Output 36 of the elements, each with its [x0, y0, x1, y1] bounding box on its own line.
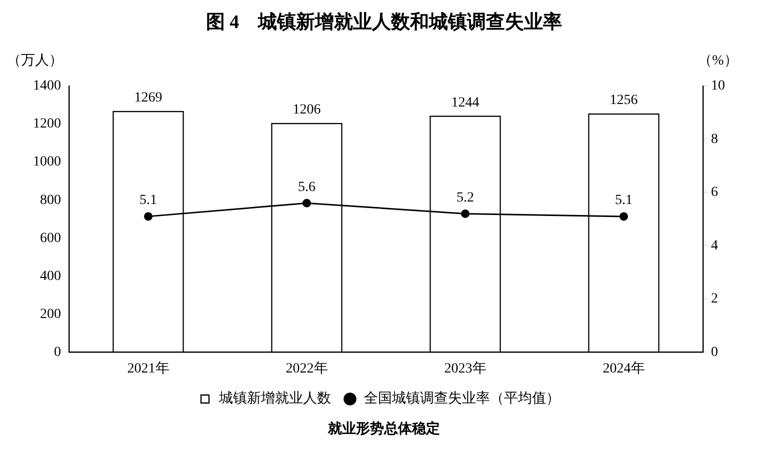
data-label: 5.1: [140, 193, 157, 208]
y2-tick-label: 10: [711, 78, 725, 94]
legend-label: 全国城镇调查失业率（平均值）: [364, 390, 560, 407]
chart-title: 图 4 城镇新增就业人数和城镇调查失业率: [204, 10, 564, 35]
data-label: 1206: [292, 102, 321, 118]
data-label: 1256: [610, 93, 638, 108]
y-tick-label: 800: [40, 192, 61, 208]
y2-tick-label: 8: [711, 132, 718, 147]
y-tick-label: 1200: [33, 116, 61, 132]
x-tick-label: 2023年: [444, 360, 486, 376]
y2-tick-label: 6: [711, 185, 718, 200]
x-tick-label: 2022年: [286, 360, 328, 376]
point: [302, 198, 311, 208]
y-tick-label: 0: [54, 344, 61, 360]
data-label: 5.6: [298, 180, 316, 195]
legend-label: 城镇新增就业人数: [218, 390, 331, 407]
y-tick-label: 200: [40, 306, 61, 322]
y-tick-label: 400: [40, 268, 61, 284]
x-tick-label: 2021年: [127, 360, 170, 376]
data-label: 5.1: [615, 193, 632, 208]
y2-tick-label: 4: [711, 238, 718, 254]
y2-tick-label: 2: [711, 292, 718, 307]
data-label: 1244: [451, 95, 480, 110]
point: [461, 210, 470, 218]
x-tick-label: 2024年: [602, 360, 645, 376]
text: 就业形势总体稳定: [326, 420, 441, 438]
y-axis-title: （万人）: [7, 52, 63, 69]
y-tick-label: 1400: [33, 78, 61, 94]
point: [144, 212, 152, 221]
data-label: 5.2: [456, 190, 474, 206]
y2-tick-label: 0: [711, 344, 718, 360]
y-tick-label: 1000: [33, 154, 61, 170]
y2-axis-title: （%）: [698, 54, 738, 69]
data-label: 1269: [134, 90, 162, 106]
y-tick-label: 600: [40, 230, 61, 246]
point: [620, 212, 628, 221]
